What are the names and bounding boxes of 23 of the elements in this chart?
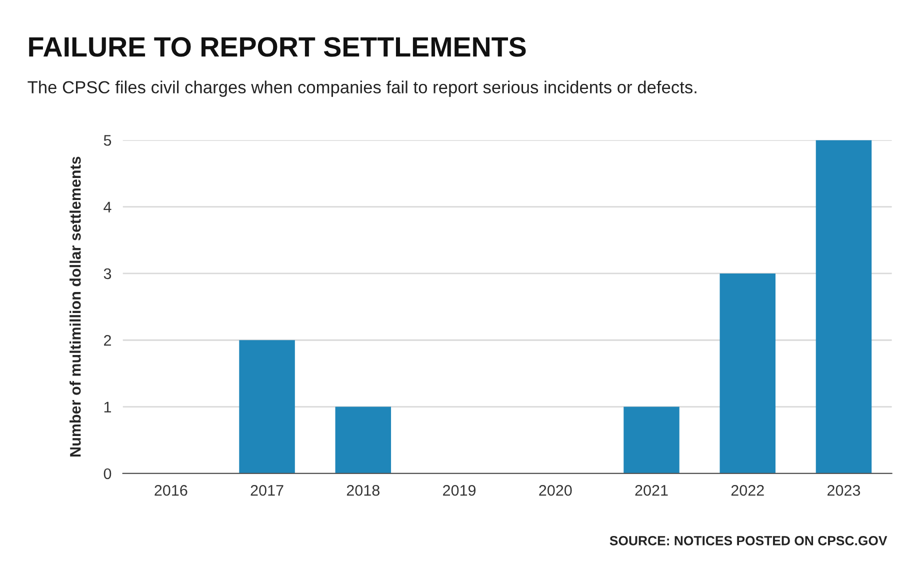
x-tick-label: 2019 [443, 484, 476, 496]
bar [335, 406, 392, 474]
bar [624, 406, 680, 474]
x-tick-label: 2021 [635, 484, 668, 496]
y-tick-label: 2 [104, 335, 111, 346]
x-tick-label: 2023 [828, 484, 860, 496]
x-tick-label: 2022 [731, 484, 764, 496]
bar [239, 340, 295, 474]
chart-title: FAILURE TO REPORT SETTLEMENTS [29, 37, 526, 57]
x-tick-label: 2016 [154, 484, 188, 496]
y-tick-label: 3 [104, 268, 112, 280]
y-tick-label: 1 [104, 402, 111, 412]
y-axis-title: Number of multimillion dollar settlements [70, 156, 81, 456]
y-tick-label: 0 [104, 468, 112, 480]
x-tick-label: 2017 [250, 484, 284, 496]
chart-subtitle: The CPSC files civil charges when companies fail to report serious incidents or defects. [28, 80, 696, 97]
source-note: SOURCE: NOTICES POSTED ON CPSC.GOV [610, 536, 888, 546]
x-tick-label: 2020 [539, 484, 572, 496]
bar [720, 273, 776, 474]
y-tick-label: 5 [104, 135, 112, 146]
bar [816, 140, 872, 474]
x-tick-label: 2018 [346, 484, 380, 496]
y-tick-label: 4 [104, 202, 112, 212]
